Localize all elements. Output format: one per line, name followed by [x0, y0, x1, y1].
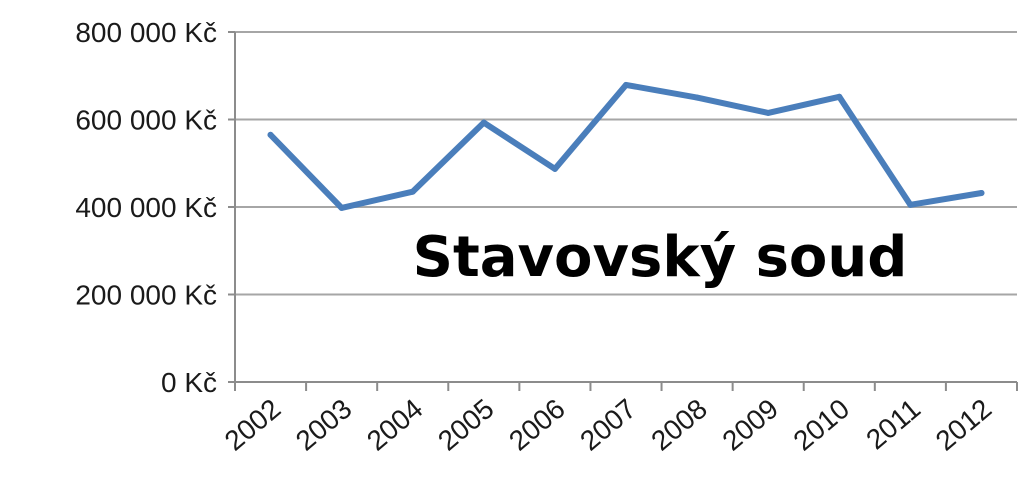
data-point	[551, 165, 558, 172]
y-tick-labels: 0 Kč 200 000 Kč 400 000 Kč 600 000 Kč 800 00…	[75, 17, 217, 398]
y-tick-label: 0 Kč	[161, 367, 217, 398]
data-point	[694, 94, 701, 101]
data-point	[765, 109, 772, 116]
data-point	[978, 190, 985, 196]
x-tick-label: 2012	[930, 393, 998, 457]
data-point	[907, 201, 914, 208]
data-point	[836, 93, 843, 100]
x-tick-label: 2010	[787, 393, 855, 457]
series	[267, 81, 985, 211]
y-tick-label: 200 000 Kč	[75, 280, 217, 311]
gridlines	[235, 31, 1017, 296]
x-tick-label: 2011	[860, 393, 926, 455]
data-point	[623, 81, 629, 88]
x-tick-label: 2008	[645, 393, 713, 457]
data-point	[480, 119, 487, 126]
x-tick-label: 2004	[361, 393, 429, 457]
x-tick-label: 2005	[432, 393, 500, 457]
x-tick-label: 2003	[290, 393, 358, 457]
x-tick-label: 2009	[716, 393, 784, 457]
x-tick-label: 2006	[503, 393, 571, 457]
y-tick-label: 400 000 Kč	[75, 192, 217, 223]
chart-annotation: Stavovský soud	[413, 225, 908, 290]
axes	[228, 31, 1018, 391]
data-point	[338, 204, 345, 211]
x-tick-label: 2007	[574, 393, 642, 457]
series-line	[267, 81, 985, 211]
y-tick-label: 600 000 Kč	[75, 105, 217, 136]
y-tick-label: 800 000 Kč	[75, 17, 217, 48]
x-tick-label: 2002	[219, 393, 287, 457]
data-point	[409, 188, 416, 195]
data-point	[267, 131, 274, 138]
x-tick-labels: 2002 2003 2004 2005 2006 2007 2008 2009 2010 2011…	[219, 393, 998, 457]
